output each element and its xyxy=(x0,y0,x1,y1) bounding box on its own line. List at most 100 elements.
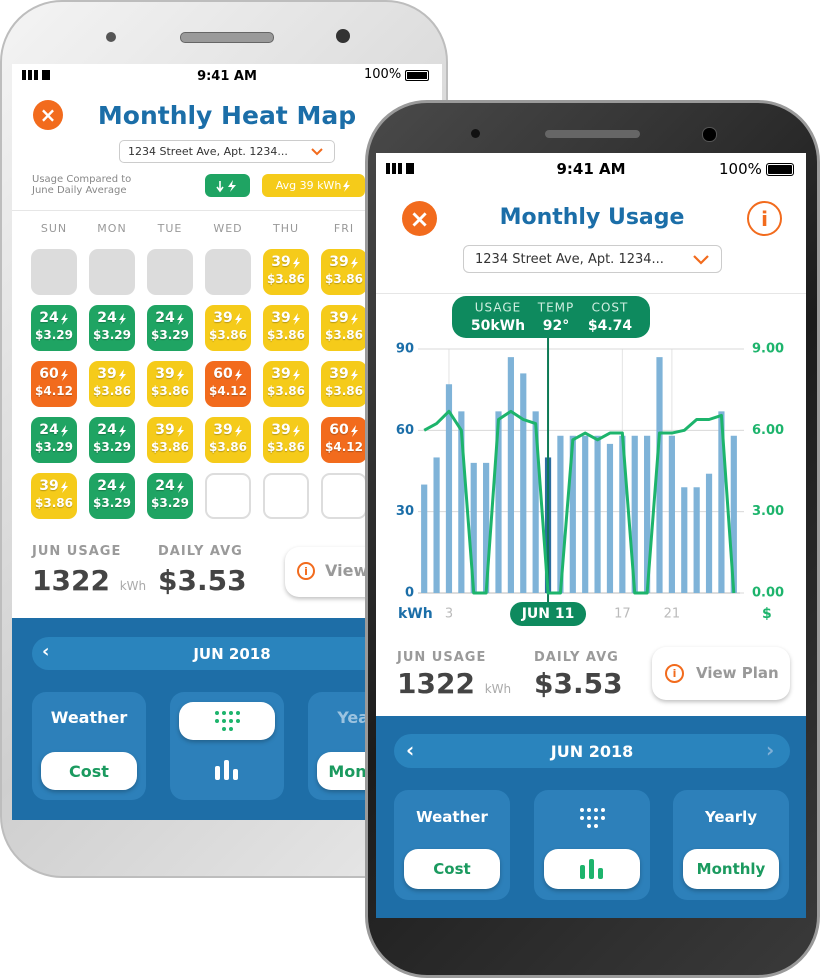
bolt-shape xyxy=(60,480,68,493)
screen-title: Monthly Heat Map xyxy=(97,100,357,130)
address-dropdown[interactable]: 1234 Street Ave, Apt. 1234... xyxy=(463,245,722,273)
day-cell: 24 $3.29 xyxy=(89,417,135,463)
tab-button[interactable]: Cost xyxy=(41,752,137,790)
day-usage: 24 xyxy=(39,422,59,438)
chart: 0 30 60 90 0.00 3.00 6.00 9.00 3 JUN 11 17 21 kWh $ US… xyxy=(396,296,784,626)
usage-unit: kWh xyxy=(484,682,512,696)
empty-day xyxy=(321,473,367,519)
bolt-icon xyxy=(350,424,358,437)
tab-card[interactable]: Weather Cost xyxy=(394,790,510,900)
bolt-icon xyxy=(118,368,126,381)
divider xyxy=(376,293,806,294)
tab-label: Cost xyxy=(69,761,109,781)
tab-button[interactable]: Cost xyxy=(404,849,500,889)
day-usage-row: 39 xyxy=(147,422,193,439)
tab-button[interactable] xyxy=(179,702,275,740)
usage-number: 1322 xyxy=(32,564,110,597)
tab-label: Cost xyxy=(433,860,471,878)
prev-button[interactable]: ‹ xyxy=(42,641,50,662)
tab-button[interactable] xyxy=(544,849,640,889)
day-usage: 39 xyxy=(213,422,233,438)
bar xyxy=(582,435,589,593)
chevron-icon xyxy=(693,255,709,265)
address-dropdown[interactable]: 1234 Street Ave, Apt. 1234... xyxy=(119,140,335,163)
bolt-icon xyxy=(60,480,68,493)
weekday-label: TUE xyxy=(157,222,183,235)
tab-button[interactable]: Monthly xyxy=(683,849,779,889)
tab-card[interactable]: Yearly Monthly xyxy=(673,790,789,900)
day-cost: $3.29 xyxy=(35,440,73,454)
past-day xyxy=(89,249,135,295)
y-axis-unit: kWh xyxy=(398,606,433,622)
empty-day xyxy=(263,473,309,519)
day-usage-row: 60 xyxy=(31,366,77,383)
bar xyxy=(557,435,564,593)
tooltip-value: 92° xyxy=(543,318,569,334)
bottom-panel: ‹ JUN 2018 › Weather Cost Yearly Monthly xyxy=(376,716,806,918)
tooltip-header: COST xyxy=(592,301,629,315)
day-cell: 60 $4.12 xyxy=(321,417,367,463)
day-usage-row: 39 xyxy=(263,310,309,327)
weekday-label: WED xyxy=(213,222,243,235)
bolt-icon xyxy=(292,256,300,269)
month-label: JUN 2018 xyxy=(550,741,634,761)
camera xyxy=(471,129,480,138)
bolt-shape xyxy=(60,312,68,325)
view-plan-button[interactable]: i View Plan xyxy=(652,647,790,700)
tab-card[interactable] xyxy=(170,692,284,800)
bar xyxy=(594,435,601,593)
day-usage: 60 xyxy=(329,422,349,438)
day-cost: $3.86 xyxy=(267,440,305,454)
tab-card[interactable]: Weather Cost xyxy=(32,692,146,800)
bolt-shape xyxy=(350,368,358,381)
bars-icon xyxy=(215,760,238,780)
day-cell: 24 $3.29 xyxy=(89,473,135,519)
next-button[interactable]: › xyxy=(766,738,775,762)
day-usage: 24 xyxy=(97,478,117,494)
bolt-icon xyxy=(350,256,358,269)
tab-card[interactable] xyxy=(534,790,650,900)
day-usage: 60 xyxy=(213,366,233,382)
close-button[interactable]: × xyxy=(33,100,63,130)
weekday-label: THU xyxy=(272,222,300,235)
bar xyxy=(606,443,614,593)
bar xyxy=(705,473,713,593)
day-usage-row: 60 xyxy=(321,422,367,439)
day-usage-row: 24 xyxy=(89,422,135,439)
grid-icon xyxy=(580,808,605,828)
day-cost: $3.86 xyxy=(267,272,305,286)
selected-pill xyxy=(510,602,587,626)
x-tick-label: 21 xyxy=(664,607,681,622)
bolt-icon xyxy=(118,480,126,493)
day-usage: 39 xyxy=(155,366,175,382)
day-cost: $3.86 xyxy=(325,272,363,286)
day-cost: $3.29 xyxy=(93,328,131,342)
bar xyxy=(656,357,663,593)
avg-value: $3.53 xyxy=(534,667,623,700)
day-cell: 39 $3.86 xyxy=(321,361,367,407)
tooltip-box xyxy=(452,296,650,338)
bar xyxy=(693,487,700,593)
battery-icon xyxy=(405,70,429,81)
day-usage: 24 xyxy=(97,310,117,326)
info-button[interactable]: i xyxy=(747,201,782,236)
bolt-shape xyxy=(292,256,300,269)
bolt-shape xyxy=(292,424,300,437)
address: 1234 Street Ave, Apt. 1234... xyxy=(475,252,664,267)
avg-label: DAILY AVG xyxy=(534,650,619,665)
weekday-label: FRI xyxy=(333,222,355,235)
bolt-shape xyxy=(118,368,126,381)
camera xyxy=(702,127,717,142)
day-cell: 39 $3.86 xyxy=(263,361,309,407)
tooltip-header: TEMP xyxy=(537,301,575,315)
day-cost: $4.12 xyxy=(35,384,73,398)
day-cost: $3.29 xyxy=(151,496,189,510)
x-tick-label: JUN 11 xyxy=(521,606,575,622)
day-cost: $3.29 xyxy=(93,496,131,510)
bolt-icon xyxy=(292,424,300,437)
close-button[interactable]: × xyxy=(402,201,437,236)
bar xyxy=(433,457,440,593)
bolt-icon xyxy=(118,312,126,325)
y-tick-label: 60 xyxy=(396,423,414,438)
prev-button[interactable]: ‹ xyxy=(406,738,415,762)
